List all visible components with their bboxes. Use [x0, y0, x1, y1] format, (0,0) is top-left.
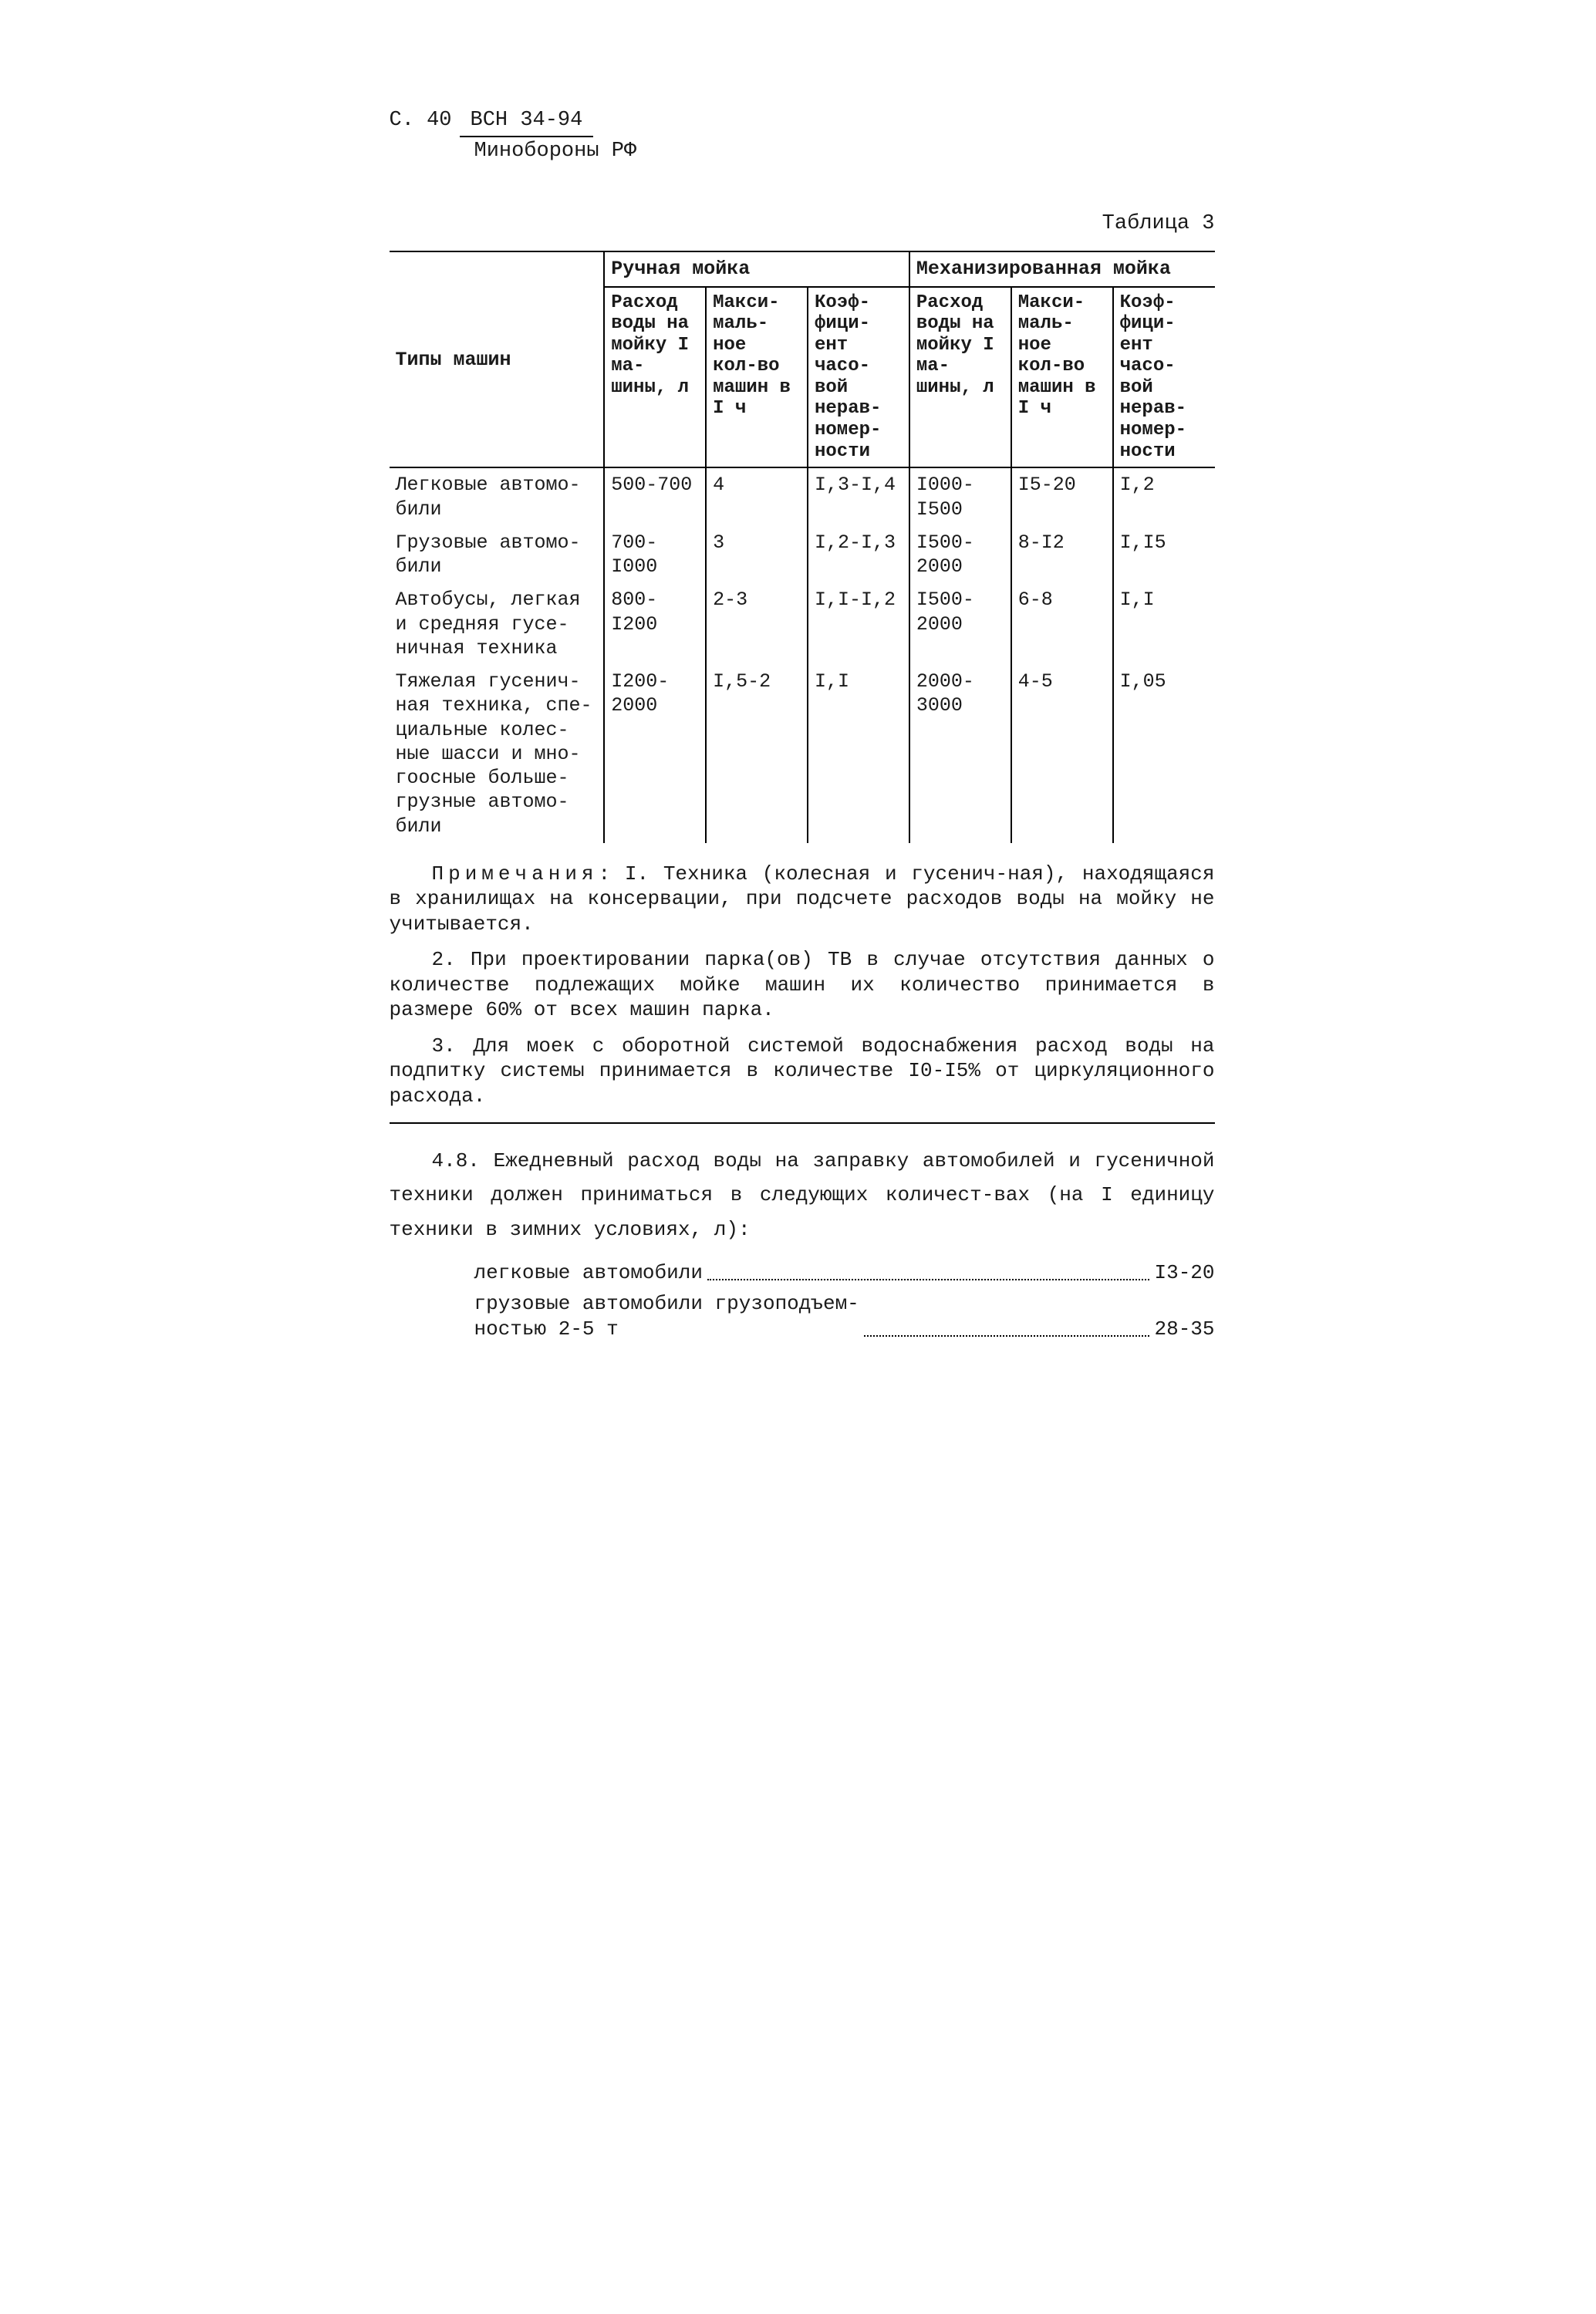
list-item-value: I3-20 [1154, 1260, 1214, 1286]
cell-a-coef: I,I5 [1113, 526, 1215, 584]
page-header: С. 40 ВСН 34-94 Минобороны РФ [390, 108, 1215, 165]
cell-a-coef: I,2 [1113, 467, 1215, 526]
col-header-a-water: Расход воды на мойку I ма-шины, л [909, 287, 1011, 468]
cell-m-water: I200-2000 [604, 665, 706, 843]
washing-consumption-table: Типы машин Ручная мойка Механизированная… [390, 251, 1215, 843]
cell-a-max: 8-I2 [1011, 526, 1113, 584]
col-header-a-max: Макси-маль-ное кол-во машин в I ч [1011, 287, 1113, 468]
cell-a-water: I500-2000 [909, 526, 1011, 584]
table-row: Легковые автомо-били 500-700 4 I,3-I,4 I… [390, 467, 1215, 526]
doc-code: ВСН 34-94 [460, 108, 594, 137]
col-group-manual: Ручная мойка [604, 251, 909, 286]
cell-a-water: I000-I500 [909, 467, 1011, 526]
col-header-m-water: Расход воды на мойку I ма-шины, л [604, 287, 706, 468]
table-caption: Таблица 3 [390, 211, 1215, 238]
cell-type: Легковые автомо-били [390, 467, 605, 526]
leader-dots [864, 1335, 1150, 1337]
list-item-label: грузовые автомобили грузоподъем- ностью … [474, 1291, 859, 1341]
cell-a-max: 4-5 [1011, 665, 1113, 843]
document-page: С. 40 ВСН 34-94 Минобороны РФ Таблица 3 … [258, 0, 1338, 1502]
page-number: С. 40 [390, 108, 452, 134]
list-item: грузовые автомобили грузоподъем- ностью … [474, 1291, 1215, 1341]
leader-dots [707, 1279, 1150, 1280]
cell-a-coef: I,05 [1113, 665, 1215, 843]
note-2: 2. При проектировании парка(ов) ТВ в слу… [390, 947, 1215, 1023]
cell-m-max: 3 [706, 526, 808, 584]
table-row: Автобусы, легкая и средняя гусе-ничная т… [390, 583, 1215, 665]
cell-m-water: 800-I200 [604, 583, 706, 665]
table-body: Легковые автомо-били 500-700 4 I,3-I,4 I… [390, 467, 1215, 843]
list-item-value: 28-35 [1154, 1317, 1214, 1342]
issuing-org: Минобороны РФ [474, 139, 1215, 165]
cell-m-coef: I,2-I,3 [808, 526, 909, 584]
cell-m-water: 500-700 [604, 467, 706, 526]
note-3: 3. Для моек с оборотной системой водосна… [390, 1034, 1215, 1109]
cell-a-max: I5-20 [1011, 467, 1113, 526]
cell-m-coef: I,3-I,4 [808, 467, 909, 526]
cell-m-coef: I,I [808, 665, 909, 843]
cell-a-water: I500-2000 [909, 583, 1011, 665]
notes-lead-word: Примечания [432, 862, 599, 885]
cell-m-water: 700-I000 [604, 526, 706, 584]
table-notes: Примечания: I. Техника (колесная и гусен… [390, 862, 1215, 1109]
col-header-m-coef: Коэф-фици-ент часо-вой нерав-номер-ности [808, 287, 909, 468]
cell-a-water: 2000-3000 [909, 665, 1011, 843]
cell-type: Грузовые автомо-били [390, 526, 605, 584]
cell-type: Тяжелая гусенич-ная техника, спе-циальны… [390, 665, 605, 843]
col-group-mechanized: Механизированная мойка [909, 251, 1215, 286]
section-divider [390, 1122, 1215, 1124]
col-header-a-coef: Коэф-фици-ент часо-вой нерав-номер-ности [1113, 287, 1215, 468]
table-row: Тяжелая гусенич-ная техника, спе-циальны… [390, 665, 1215, 843]
cell-m-max: 4 [706, 467, 808, 526]
cell-m-max: 2-3 [706, 583, 808, 665]
cell-m-max: I,5-2 [706, 665, 808, 843]
refill-list: легковые автомобили I3-20 грузовые автом… [474, 1260, 1215, 1342]
cell-a-coef: I,I [1113, 583, 1215, 665]
cell-type: Автобусы, легкая и средняя гусе-ничная т… [390, 583, 605, 665]
list-item-label: легковые автомобили [474, 1260, 703, 1286]
table-row: Грузовые автомо-били 700-I000 3 I,2-I,3 … [390, 526, 1215, 584]
col-header-types: Типы машин [390, 251, 605, 467]
cell-m-coef: I,I-I,2 [808, 583, 909, 665]
col-header-m-max: Макси-маль-ное кол-во машин в I ч [706, 287, 808, 468]
note-1: Примечания: I. Техника (колесная и гусен… [390, 862, 1215, 937]
clause-4-8: 4.8. Ежедневный расход воды на заправку … [390, 1144, 1215, 1246]
list-item: легковые автомобили I3-20 [474, 1260, 1215, 1286]
cell-a-max: 6-8 [1011, 583, 1113, 665]
